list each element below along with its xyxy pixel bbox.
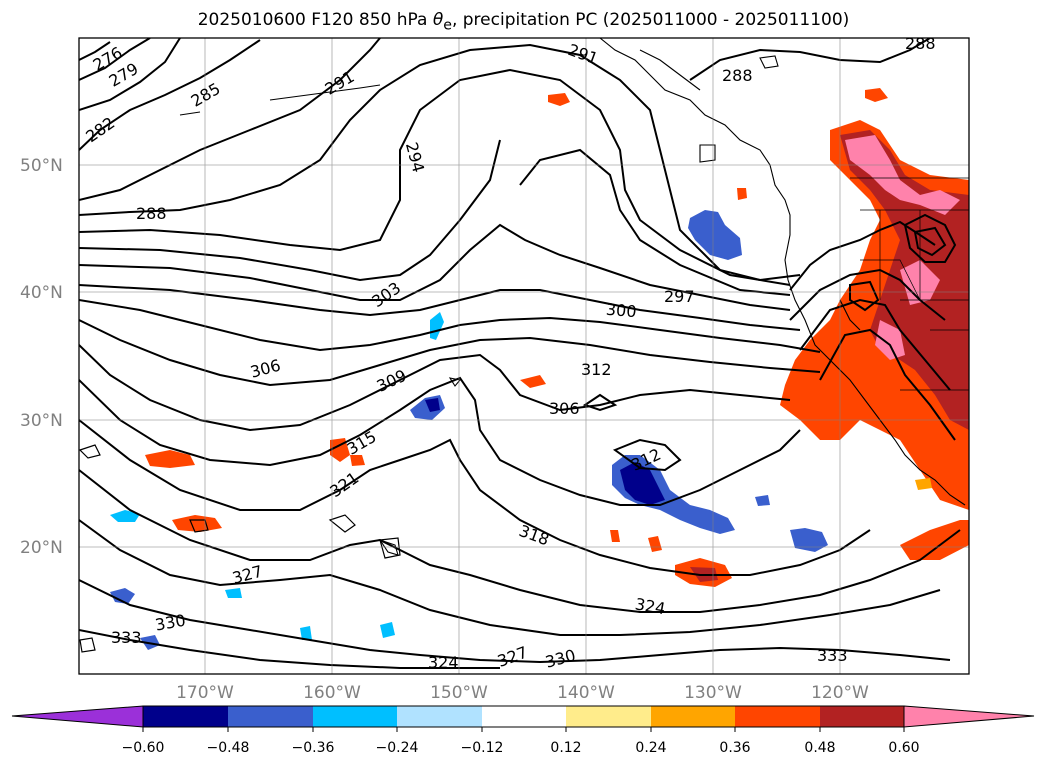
colorbar-frame — [142, 705, 905, 728]
colorbar-tick-label: −0.24 — [376, 740, 419, 756]
lat-label: 40°N — [20, 283, 63, 303]
colorbar-segment — [228, 706, 313, 727]
longitude-labels: 170°W 160°W 150°W 140°W 130°W 120°W — [176, 683, 869, 703]
lon-label: 160°W — [303, 683, 361, 703]
colorbar-segment — [313, 706, 397, 727]
lat-label: 50°N — [20, 156, 63, 176]
lat-label: 20°N — [20, 538, 63, 558]
colorbar-tick-label: −0.36 — [292, 740, 335, 756]
latitude-labels: 50°N 40°N 30°N 20°N — [20, 156, 63, 558]
contour-label: 333 — [817, 646, 848, 665]
graticule — [79, 38, 969, 674]
contour-label: 306 — [549, 399, 580, 418]
contour-label: 297 — [664, 287, 695, 306]
precip-positive-fill — [145, 88, 969, 587]
colorbar-segment — [143, 706, 228, 727]
colorbar-extend-high — [903, 705, 1035, 728]
lon-label: 130°W — [684, 683, 742, 703]
lon-label: 170°W — [176, 683, 234, 703]
colorbar-segment — [820, 706, 904, 727]
colorbar-tick-label: −0.60 — [122, 740, 165, 756]
colorbar-extend-low — [11, 705, 144, 728]
contour-label: 324 — [428, 653, 459, 672]
colorbar-tick-label: 0.60 — [888, 740, 919, 756]
theta-e-contours — [79, 38, 961, 669]
contour-label: 300 — [605, 300, 637, 322]
map-title: 2025010600 F120 850 hPa θe, precipitatio… — [197, 10, 850, 34]
colorbar-segment — [482, 706, 566, 727]
precip-negative-fill — [110, 210, 828, 650]
colorbar-tick-label: 0.12 — [550, 740, 581, 756]
contour-labels: 276 279 282 285 291 291 288 288 294 288 … — [82, 34, 936, 672]
map-frame — [78, 37, 970, 675]
contour-label: 288 — [905, 34, 936, 53]
contour-label: 288 — [722, 66, 753, 85]
colorbar-tick-label: −0.48 — [207, 740, 250, 756]
lon-label: 140°W — [557, 683, 615, 703]
contour-label: 288 — [136, 204, 167, 223]
contour-label: 333 — [111, 628, 142, 647]
theta-e-small-contours — [79, 444, 401, 653]
colorbar-segment — [566, 706, 651, 727]
colorbar-segment — [397, 706, 482, 727]
colorbar-tick-label: 0.36 — [719, 740, 750, 756]
lat-label: 30°N — [20, 411, 63, 431]
contour-label: 312 — [581, 360, 612, 379]
colorbar-segment — [735, 706, 820, 727]
colorbar-segment — [651, 706, 735, 727]
lon-label: 120°W — [811, 683, 869, 703]
colorbar: −0.60 −0.48 −0.36 −0.24 −0.12 0.12 0.24 … — [11, 705, 1035, 756]
colorbar-tick-label: −0.12 — [461, 740, 504, 756]
political-borders — [850, 177, 969, 391]
colorbar-tick-label: 0.48 — [804, 740, 835, 756]
lon-label: 150°W — [430, 683, 488, 703]
colorbar-tick-label: 0.24 — [635, 740, 666, 756]
